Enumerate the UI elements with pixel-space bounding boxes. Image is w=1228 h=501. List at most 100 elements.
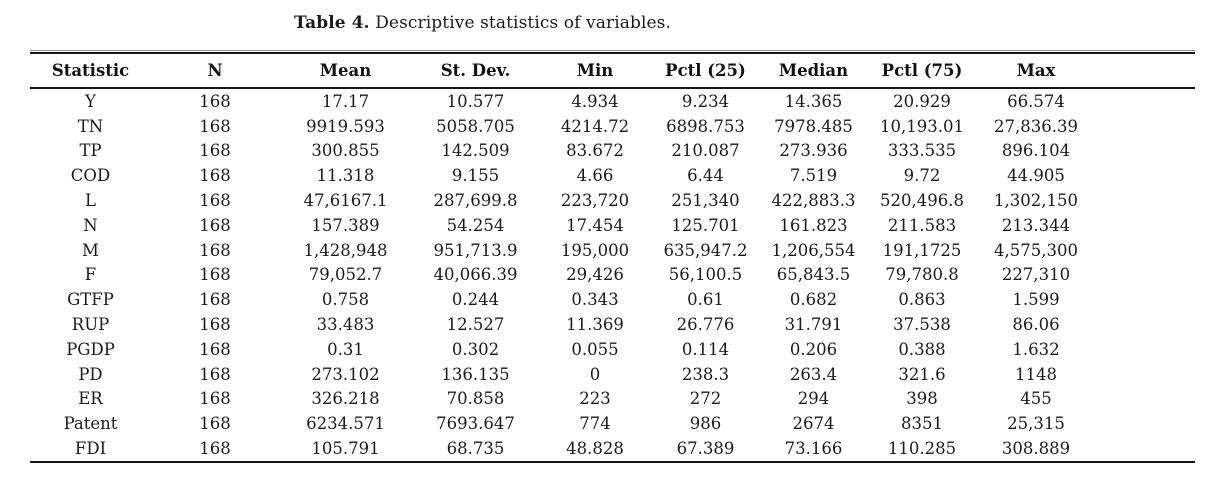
data-cell: 168: [199, 240, 231, 260]
data-cell: 20.929: [893, 91, 951, 111]
data-cell: 168: [199, 315, 231, 335]
table-row: ER 168 326.218 70.858 223 272 294 398 455: [30, 387, 1195, 412]
row-label: COD: [70, 166, 111, 186]
data-cell: 67.389: [651, 436, 760, 463]
table-row: Patent 168 6234.571 7693.647 774 986 2674 8351 2…: [30, 411, 1195, 436]
data-cell: 136.135: [441, 364, 510, 384]
data-cell: 4,575,300: [994, 240, 1078, 260]
data-cell: 1.599: [1012, 290, 1060, 310]
row-label: M: [82, 240, 99, 260]
table-row: L 168 47,6167.1 287,699.8 223,720 251,340 422,…: [30, 188, 1195, 213]
data-cell: 0.31: [327, 339, 364, 359]
data-cell: 7.519: [789, 166, 838, 186]
row-label: L: [85, 191, 96, 211]
data-cell: 0.758: [321, 290, 370, 310]
data-cell: 26.776: [676, 315, 735, 335]
data-cell: 168: [199, 141, 231, 161]
data-cell: 0.863: [898, 290, 946, 310]
data-cell: 65,843.5: [776, 265, 851, 285]
row-label: F: [84, 265, 97, 285]
data-cell: 7978.485: [774, 116, 853, 136]
data-cell: 73.166: [760, 436, 867, 463]
data-cell: 191,1725: [882, 240, 962, 260]
table-row: M 168 1,428,948 951,713.9 195,000 635,947.2 1,…: [30, 238, 1195, 263]
data-cell: 86.06: [1012, 315, 1060, 335]
data-cell: 2674: [792, 414, 835, 434]
data-cell: 223: [579, 389, 611, 409]
table-caption: Table 4. Descriptive statistics of varia…: [30, 13, 935, 33]
data-cell: 0.206: [789, 339, 838, 359]
table-row: GTFP 168 0.758 0.244 0.343 0.61 0.682 0.863 1.59…: [30, 287, 1195, 312]
data-cell: 213.344: [1001, 215, 1071, 235]
data-cell: 1.632: [1012, 339, 1060, 359]
data-cell: 1148: [1015, 364, 1057, 384]
data-cell: 40,066.39: [433, 265, 518, 285]
data-cell: 6234.571: [306, 414, 385, 434]
table-row: TP 168 300.855 142.509 83.672 210.087 273.936 3…: [30, 139, 1195, 164]
data-cell: 168: [199, 265, 231, 285]
data-cell: 326.218: [311, 389, 380, 409]
data-cell: 273.102: [311, 364, 380, 384]
data-cell: 168: [151, 436, 279, 463]
data-cell: 774: [579, 414, 611, 434]
data-cell: 251,340: [671, 191, 740, 211]
data-cell: 0.682: [789, 290, 838, 310]
data-cell: 105.791: [279, 436, 412, 463]
data-cell: 455: [1020, 389, 1052, 409]
data-cell: 12.527: [446, 315, 505, 335]
data-cell: 9.72: [903, 166, 941, 186]
data-cell: 321.6: [898, 364, 946, 384]
data-cell: 79,780.8: [885, 265, 959, 285]
data-cell: 227,310: [1001, 265, 1071, 285]
column-header: Pctl (75): [867, 54, 977, 89]
data-cell: 4214.72: [560, 116, 630, 136]
data-cell: 272: [689, 389, 722, 409]
data-cell: 8351: [901, 414, 943, 434]
table-row: COD 168 11.318 9.155 4.66 6.44 7.519 9.72 44.905: [30, 163, 1195, 188]
column-header: Max: [977, 54, 1195, 89]
table-row: PGDP 168 0.31 0.302 0.055 0.114 0.206 0.388 1.63…: [30, 337, 1195, 362]
data-cell: 27,836.39: [994, 116, 1078, 136]
column-header: N: [151, 54, 279, 89]
data-cell: 14.365: [784, 91, 843, 111]
data-cell: 33.483: [316, 315, 375, 335]
data-cell: 273.936: [779, 141, 848, 161]
data-cell: 168: [199, 389, 231, 409]
row-label: TP: [79, 141, 102, 161]
data-cell: 422,883.3: [771, 191, 856, 211]
data-cell: 54.254: [446, 215, 505, 235]
data-cell: 66.574: [1007, 91, 1065, 111]
data-cell: 210.087: [671, 141, 740, 161]
data-cell: 168: [199, 166, 231, 186]
row-label: ER: [78, 389, 103, 409]
data-cell: 25,315: [1007, 414, 1065, 434]
data-cell: 168: [199, 414, 231, 434]
data-cell: 398: [906, 389, 938, 409]
data-cell: 9.234: [681, 91, 730, 111]
data-cell: 168: [199, 215, 231, 235]
row-label: Y: [85, 91, 96, 111]
data-cell: 168: [199, 339, 231, 359]
table-row: Y 168 17.17 10.577 4.934 9.234 14.365 20.929 66.…: [30, 88, 1195, 114]
data-cell: 47,6167.1: [303, 191, 388, 211]
data-cell: 211.583: [887, 215, 957, 235]
table-row: RUP 168 33.483 12.527 11.369 26.776 31.791 37.5…: [30, 312, 1195, 337]
data-cell: 142.509: [441, 141, 510, 161]
data-cell: 79,052.7: [308, 265, 383, 285]
row-label: FDI: [30, 436, 151, 463]
column-header: Median: [760, 54, 867, 89]
table-top-rule: [30, 50, 1195, 54]
data-cell: 333.535: [887, 141, 957, 161]
column-header: Mean: [279, 54, 412, 89]
data-cell: 68.735: [412, 436, 539, 463]
data-cell: 48.828: [539, 436, 651, 463]
row-label: RUP: [71, 315, 110, 335]
data-cell: 4.934: [571, 91, 619, 111]
table-row: TN 168 9919.593 5058.705 4214.72 6898.753 7978…: [30, 114, 1195, 139]
row-label: PD: [78, 364, 103, 384]
data-cell: 37.538: [893, 315, 951, 335]
data-cell: 0.055: [571, 339, 619, 359]
data-cell: 0.114: [681, 339, 730, 359]
data-cell: 56,100.5: [668, 265, 743, 285]
